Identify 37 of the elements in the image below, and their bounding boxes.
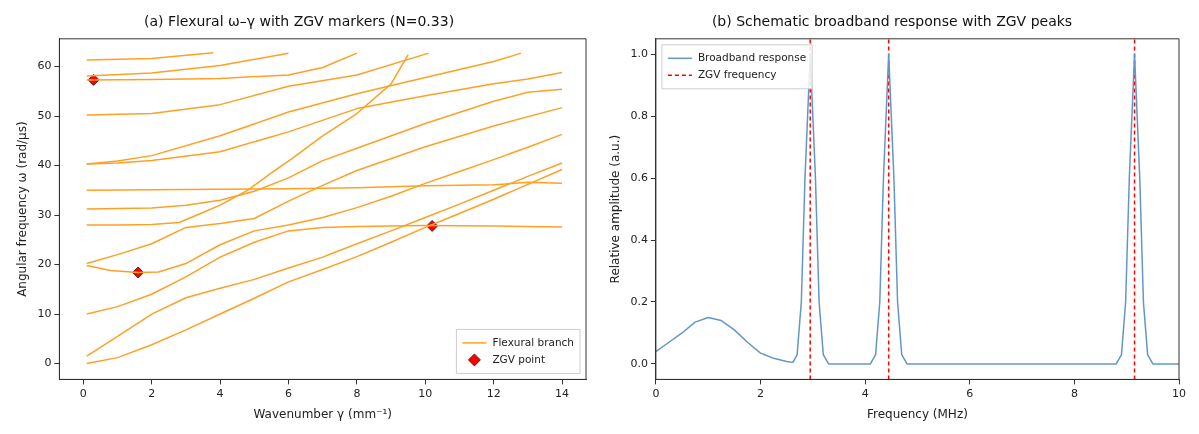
x-tick-label: 10 [1172,386,1186,400]
y-tick-label: 0.2 [630,294,648,308]
y-tick-label: 10 [37,306,52,320]
y-axis-title: Angular frequency ω (rad/μs) [15,121,30,297]
y-tick-label: 0.8 [630,109,648,123]
y-tick-label: 40 [37,158,52,172]
y-tick-label: 30 [37,207,52,221]
x-tick-label: 6 [966,386,974,400]
x-tick-label: 8 [353,386,361,400]
x-tick-label: 2 [148,386,156,400]
x-tick-label: 4 [216,386,224,400]
y-tick-label: 0.0 [630,356,648,370]
y-tick-label: 0.4 [630,232,648,246]
x-tick-label: 2 [757,386,765,400]
y-axis-title: Relative amplitude (a.u.) [608,134,623,284]
x-tick-label: 12 [486,386,501,400]
legend-label: ZGV frequency [697,68,777,81]
x-tick-label: 0 [652,386,660,400]
y-tick-label: 60 [37,59,52,73]
x-axis-title: Wavenumber γ (mm⁻¹) [253,406,392,421]
x-tick-label: 0 [79,386,87,400]
y-tick-label: 0 [44,356,52,370]
y-tick-label: 20 [37,257,52,271]
x-tick-label: 10 [418,386,433,400]
y-tick-label: 0.6 [630,171,648,184]
y-tick-label: 50 [37,108,52,122]
x-axis-title: Frequency (MHz) [867,406,968,421]
legend-label: ZGV point [492,352,546,365]
x-tick-label: 8 [1070,386,1078,400]
legend-label: Broadband response [697,51,807,64]
x-tick-label: 14 [555,386,570,400]
legend-label: Flexural branch [492,335,574,348]
y-tick-label: 1.0 [630,47,648,61]
x-tick-label: 6 [285,386,292,400]
x-tick-label: 4 [861,386,869,400]
chart-title: (b) Schematic broadband response with ZGV peaks [711,13,1073,30]
chart-title: (a) Flexural ω–γ with ZGV markers (N=0.33) [143,13,455,30]
